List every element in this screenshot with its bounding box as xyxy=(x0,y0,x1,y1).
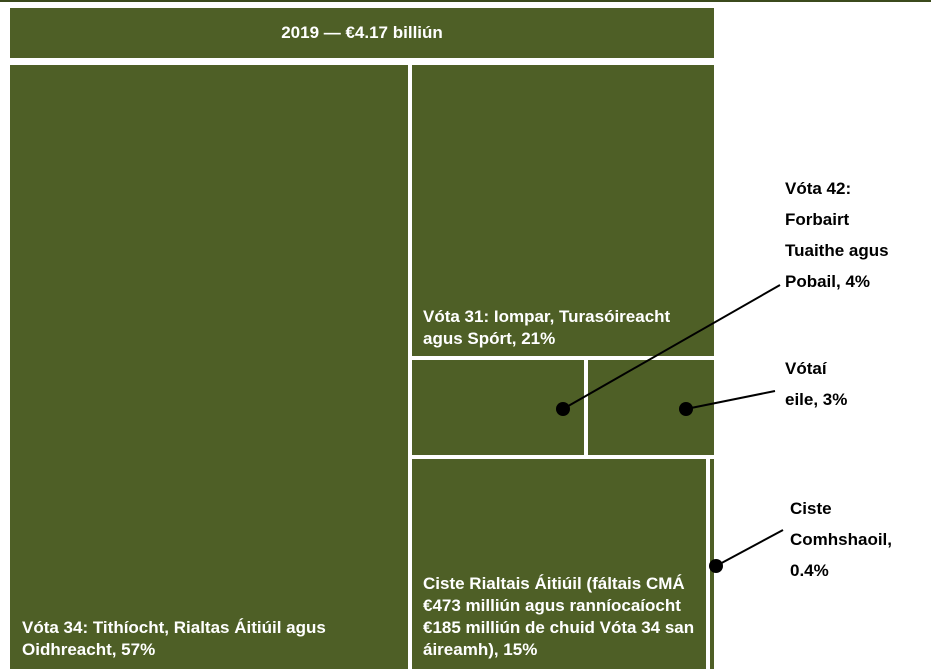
tile xyxy=(412,65,714,356)
leader-line xyxy=(562,284,781,410)
chart-title: 2019 — €4.17 billiún xyxy=(281,23,443,42)
leader-dot xyxy=(709,559,723,573)
tile-label: Vóta 31: Iompar, Turasóireacht agus Spór… xyxy=(423,307,671,348)
title-bar xyxy=(10,8,714,58)
tile xyxy=(10,65,408,669)
leader-line xyxy=(685,390,776,410)
leader-dot xyxy=(679,402,693,416)
tile-label: Vótaí eile, 3% xyxy=(785,359,848,409)
tile-label: Ciste Rialtais Áitiúil (fáltais CMÁ €473… xyxy=(423,574,695,659)
leader-dot xyxy=(556,402,570,416)
tile xyxy=(412,360,584,455)
top-rule xyxy=(0,0,931,2)
tile-label: Vóta 34: Tithíocht, Rialtas Áitiúil agus… xyxy=(22,618,326,659)
tile xyxy=(412,459,706,669)
tile-label: Vóta 42: Forbairt Tuaithe agus Pobail, 4… xyxy=(785,179,889,291)
tile-label: Ciste Comhshaoil, 0.4% xyxy=(790,499,893,580)
leader-line xyxy=(715,529,784,567)
